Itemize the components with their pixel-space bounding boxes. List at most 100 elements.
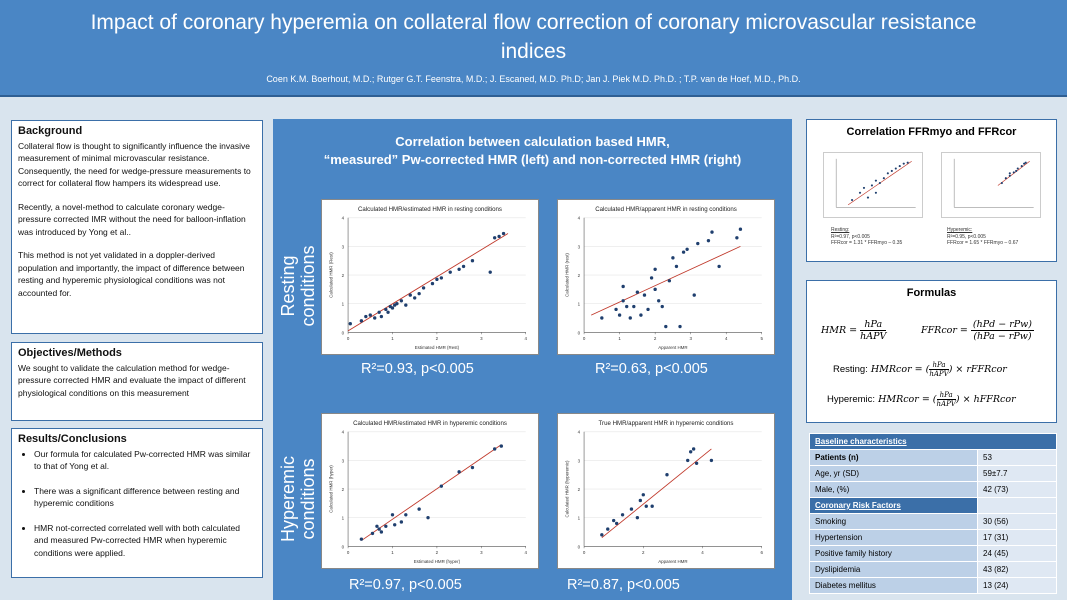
data-point: [898, 165, 901, 168]
data-point: [404, 303, 408, 307]
data-point: [448, 270, 452, 274]
y-tick-label: 0: [342, 544, 345, 549]
x-tick-label: 0: [583, 550, 586, 555]
data-point: [413, 296, 417, 300]
ffr-hyperemic-caption: Hyperemic: R²=0.95, p<0.005 FFRcor = 1.6…: [947, 227, 1019, 246]
formulas-box: Formulas HMR = hPa hAPV FFRcor = (hPd − r…: [806, 280, 1057, 423]
data-point: [717, 264, 721, 269]
ffr-hyperemic-thumbnail: [941, 152, 1041, 218]
data-point: [632, 304, 636, 309]
regression-line: [601, 448, 712, 539]
y-tick-label: 3: [342, 458, 345, 463]
y-tick-label: 1: [578, 302, 581, 307]
data-point: [457, 267, 461, 271]
data-point: [377, 310, 381, 314]
data-point: [638, 498, 643, 503]
data-point: [665, 473, 669, 477]
x-tick-label: 1: [618, 336, 621, 341]
results-box: Results/Conclusions Our formula for calc…: [11, 428, 263, 578]
data-point: [620, 513, 625, 517]
formula-resting: Resting: HMRcor = (hPa hAPV) × rFFRcor: [833, 361, 1007, 378]
data-point: [492, 236, 497, 240]
x-tick-label: 3: [689, 336, 692, 341]
data-point: [850, 198, 854, 202]
data-point: [426, 515, 430, 520]
table-row: Patients (n) 53: [809, 449, 1057, 466]
regression-line: [347, 233, 509, 332]
regression-line: [361, 444, 502, 541]
ffr-resting-thumbnail: [823, 152, 923, 218]
data-point: [390, 306, 395, 310]
data-point: [384, 524, 388, 528]
x-tick-label: 2: [436, 550, 439, 555]
data-point: [685, 247, 689, 251]
data-point: [600, 316, 604, 320]
data-point: [886, 172, 889, 175]
x-tick-label: 5: [761, 336, 764, 341]
data-point: [874, 179, 877, 182]
table-row: Male, (%) 42 (73): [809, 481, 1057, 498]
scatter-plot-hyper-apparent: True HMR/apparent HMR in hyperemic condi…: [557, 413, 775, 569]
data-point: [735, 236, 739, 240]
data-point: [878, 181, 881, 185]
data-point: [614, 307, 618, 312]
data-point: [390, 513, 395, 517]
data-point: [421, 286, 426, 290]
data-point: [650, 504, 654, 508]
data-point: [501, 231, 506, 236]
data-point: [386, 310, 390, 314]
data-point: [370, 531, 375, 536]
y-tick-label: 4: [342, 430, 345, 435]
results-heading: Results/Conclusions: [18, 433, 127, 445]
y-tick-label: 1: [342, 516, 345, 521]
plot-title: True HMR/apparent HMR in hyperemic condi…: [599, 420, 734, 427]
data-point: [1012, 171, 1015, 174]
data-point: [906, 161, 909, 164]
data-point: [706, 238, 711, 243]
table-header: Baseline characteristics: [809, 433, 1057, 450]
data-point: [408, 293, 412, 297]
data-point: [470, 465, 475, 470]
formulas-title: Formulas: [906, 287, 957, 299]
scatter-plot-rest-estimated: Calculated HMR/estimated HMR in resting …: [321, 199, 539, 355]
data-point: [379, 530, 384, 534]
data-point: [359, 537, 364, 541]
x-tick-label: 6: [761, 550, 764, 555]
table-row: Age, yr (SD) 59±7.7: [809, 465, 1057, 482]
data-point: [644, 504, 648, 508]
r2-rest-right: R²=0.63, p<0.005: [595, 361, 708, 377]
background-heading: Background: [18, 125, 83, 137]
data-point: [709, 458, 714, 463]
data-point: [858, 191, 862, 194]
table-row: Diabetes mellitus 13 (24): [809, 577, 1057, 594]
data-point: [621, 299, 625, 303]
data-point: [641, 493, 645, 497]
table-row: Hypertension 17 (31): [809, 529, 1057, 546]
r2-rest-left: R²=0.93, p<0.005: [361, 361, 474, 377]
data-point: [393, 523, 397, 527]
poster-authors: Coen K.M. Boerhout, M.D.; Rutger G.T. Fe…: [266, 74, 801, 84]
data-point: [649, 276, 654, 280]
data-point: [1004, 177, 1007, 180]
data-point: [694, 461, 699, 465]
data-point: [377, 527, 381, 531]
data-point: [660, 304, 664, 309]
data-point: [399, 299, 404, 303]
correlation-panel: Correlation between calculation based HM…: [273, 119, 792, 600]
data-point: [629, 507, 634, 511]
data-point: [368, 313, 372, 317]
data-point: [612, 518, 616, 523]
data-point: [379, 314, 384, 319]
y-tick-label: 4: [342, 216, 345, 221]
data-point: [862, 186, 866, 189]
data-point: [686, 458, 690, 463]
x-tick-label: 1: [391, 336, 394, 341]
data-point: [628, 316, 632, 320]
data-point: [1008, 172, 1011, 175]
x-tick-label: 3: [480, 550, 483, 555]
data-point: [882, 177, 885, 180]
data-point: [395, 301, 399, 306]
table-row: Smoking 30 (56): [809, 513, 1057, 530]
table-subheader-row: Coronary Risk Factors: [809, 497, 1057, 514]
data-point: [1023, 162, 1026, 165]
